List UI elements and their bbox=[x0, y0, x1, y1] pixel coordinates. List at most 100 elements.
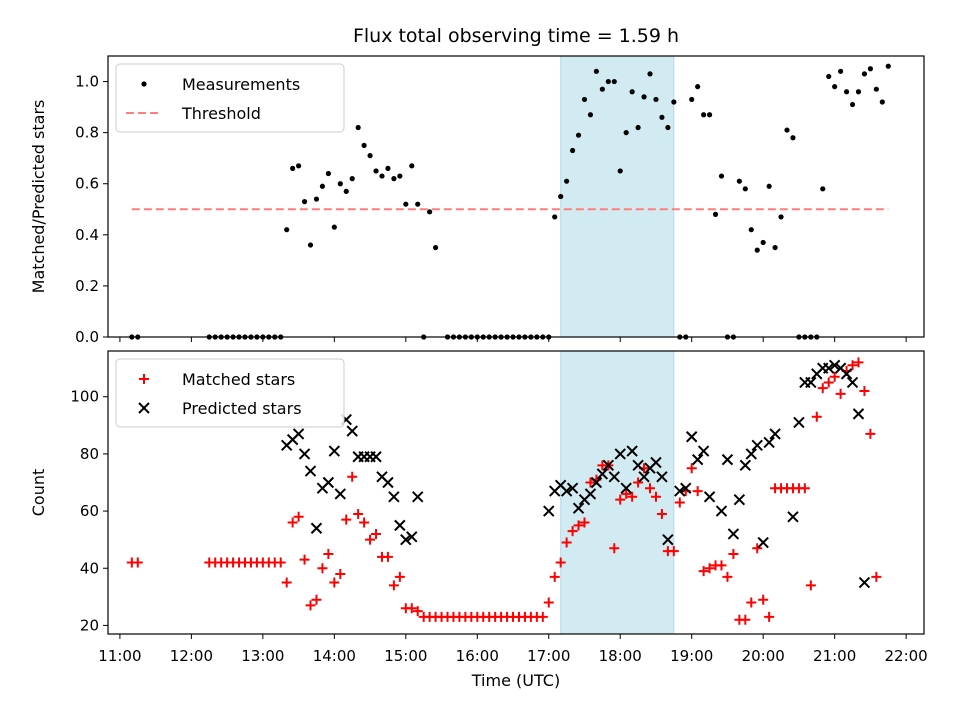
series-1 bbox=[126, 357, 882, 625]
legend: Matched stars Predicted stars bbox=[115, 358, 345, 428]
data-point bbox=[403, 201, 409, 207]
data-point bbox=[811, 411, 822, 422]
data-point bbox=[665, 124, 671, 131]
data-point bbox=[313, 196, 320, 202]
data-point bbox=[409, 163, 415, 169]
data-point bbox=[602, 459, 615, 472]
data-point bbox=[552, 214, 558, 220]
x-tick-label: 15:00 bbox=[384, 647, 427, 665]
data-point bbox=[596, 468, 609, 480]
data-point bbox=[633, 477, 644, 488]
legend-marker bbox=[138, 402, 150, 414]
y-tick-label: 80 bbox=[80, 445, 99, 463]
data-point bbox=[838, 68, 844, 74]
data-point bbox=[751, 439, 763, 452]
data-point bbox=[733, 493, 746, 506]
x-tick-label: 22:00 bbox=[885, 647, 928, 665]
data-point bbox=[873, 86, 879, 92]
x-tick-label: 19:00 bbox=[670, 647, 713, 665]
data-point bbox=[668, 546, 679, 557]
data-point bbox=[695, 84, 701, 90]
data-point bbox=[406, 531, 418, 543]
data-point bbox=[394, 571, 405, 582]
data-point bbox=[304, 465, 317, 477]
data-point bbox=[388, 491, 400, 503]
data-point bbox=[638, 471, 650, 483]
data-point bbox=[373, 168, 379, 174]
data-point bbox=[656, 508, 667, 519]
data-point bbox=[766, 183, 772, 189]
legend-label: Threshold bbox=[181, 104, 261, 123]
data-point bbox=[353, 508, 364, 519]
data-point bbox=[799, 483, 810, 494]
y-axis-label: Count bbox=[29, 469, 48, 517]
data-point bbox=[793, 416, 805, 429]
data-point bbox=[341, 514, 352, 525]
data-point bbox=[680, 482, 692, 494]
data-point bbox=[635, 124, 641, 131]
data-point bbox=[394, 519, 406, 532]
data-point bbox=[721, 453, 734, 466]
data-point bbox=[647, 71, 653, 77]
data-point bbox=[305, 600, 316, 611]
data-point bbox=[739, 459, 752, 472]
data-point bbox=[858, 576, 871, 589]
data-point bbox=[861, 71, 868, 77]
data-point bbox=[849, 101, 856, 108]
x-tick-label: 20:00 bbox=[742, 647, 785, 665]
data-point bbox=[371, 528, 382, 539]
data-point bbox=[656, 471, 668, 483]
data-point bbox=[621, 488, 632, 499]
data-point bbox=[772, 244, 778, 251]
data-point bbox=[382, 551, 393, 562]
data-point bbox=[758, 594, 769, 605]
data-point bbox=[328, 445, 341, 457]
data-point bbox=[692, 486, 703, 497]
data-point bbox=[740, 614, 751, 625]
data-point bbox=[835, 388, 846, 399]
data-point bbox=[432, 244, 439, 251]
data-point bbox=[585, 477, 596, 488]
data-point bbox=[382, 476, 394, 489]
observing-span bbox=[560, 55, 675, 338]
data-point bbox=[645, 483, 656, 494]
legend-box bbox=[115, 358, 345, 428]
data-point bbox=[617, 168, 623, 174]
data-point bbox=[379, 173, 385, 179]
data-point bbox=[343, 188, 349, 194]
data-point bbox=[698, 566, 709, 577]
data-point bbox=[593, 68, 600, 74]
data-point bbox=[370, 451, 382, 463]
data-point bbox=[650, 491, 661, 502]
data-point bbox=[365, 534, 376, 545]
data-point bbox=[769, 428, 781, 440]
data-point bbox=[412, 606, 423, 617]
data-point bbox=[293, 511, 304, 522]
data-point bbox=[572, 502, 585, 514]
legend-label: Predicted stars bbox=[182, 399, 302, 418]
data-point bbox=[555, 557, 566, 568]
data-point bbox=[829, 371, 840, 382]
data-point bbox=[662, 533, 674, 546]
data-point bbox=[281, 577, 292, 588]
plot-frame bbox=[107, 350, 925, 635]
data-point bbox=[641, 94, 647, 100]
data-point bbox=[581, 96, 588, 103]
data-point bbox=[691, 453, 704, 466]
data-point bbox=[587, 112, 594, 118]
data-point bbox=[843, 89, 850, 95]
data-point bbox=[704, 563, 715, 574]
data-point bbox=[712, 211, 719, 217]
data-point bbox=[805, 376, 817, 389]
data-point bbox=[846, 376, 859, 389]
data-point bbox=[778, 214, 784, 220]
data-point bbox=[599, 86, 605, 92]
data-point bbox=[292, 428, 305, 440]
data-point bbox=[290, 165, 296, 171]
data-point bbox=[885, 63, 891, 69]
data-point bbox=[346, 425, 358, 437]
x-tick-label: 14:00 bbox=[313, 647, 356, 665]
data-point bbox=[385, 165, 391, 171]
data-point bbox=[329, 577, 340, 588]
data-point bbox=[701, 112, 707, 118]
